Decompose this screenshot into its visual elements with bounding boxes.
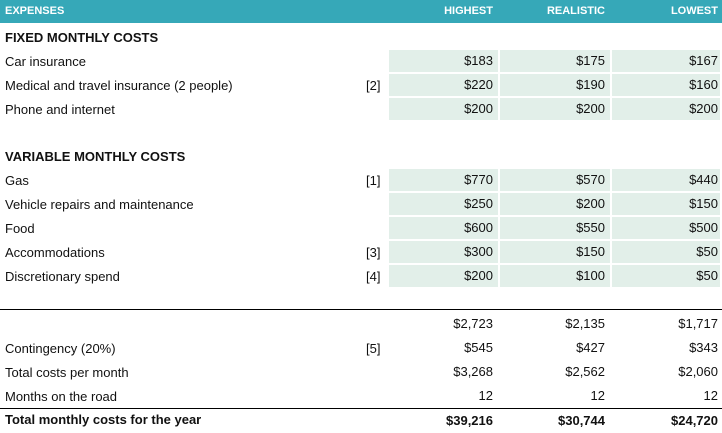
- cell-lowest[interactable]: $440: [612, 169, 720, 191]
- total-year-row: Total monthly costs for the year $39,216…: [0, 409, 722, 433]
- header-row: EXPENSES HIGHEST REALISTIC LOWEST: [0, 0, 722, 23]
- row-ref[interactable]: [1]: [366, 173, 381, 188]
- row-label[interactable]: Accommodations: [5, 245, 105, 260]
- table-row: Gas [1] $770 $570 $440: [0, 169, 722, 191]
- section-divider: [0, 309, 722, 310]
- table-row: Accommodations [3] $300 $150 $50: [0, 241, 722, 263]
- cell-highest[interactable]: $220: [389, 74, 498, 96]
- cell-realistic[interactable]: $175: [500, 50, 610, 72]
- months-lowest[interactable]: 12: [703, 388, 718, 403]
- subtotal-row: $2,723 $2,135 $1,717: [0, 313, 722, 335]
- row-label[interactable]: Gas: [5, 173, 29, 188]
- total-year-realistic[interactable]: $30,744: [558, 413, 605, 428]
- row-label[interactable]: Medical and travel insurance (2 people): [5, 78, 233, 93]
- table-row: Medical and travel insurance (2 people) …: [0, 74, 722, 96]
- cell-lowest[interactable]: $167: [612, 50, 720, 72]
- subtotal-realistic[interactable]: $2,135: [565, 316, 605, 331]
- cell-realistic[interactable]: $150: [500, 241, 610, 263]
- months-highest[interactable]: 12: [478, 388, 493, 403]
- months-row: Months on the road 12 12 12: [0, 385, 722, 407]
- total-year-lowest[interactable]: $24,720: [671, 413, 718, 428]
- cell-realistic[interactable]: $200: [500, 98, 610, 120]
- subtotal-highest[interactable]: $2,723: [453, 316, 493, 331]
- cell-highest[interactable]: $600: [389, 217, 498, 239]
- header-lowest[interactable]: LOWEST: [670, 5, 718, 17]
- total-month-label[interactable]: Total costs per month: [5, 365, 129, 380]
- total-month-row: Total costs per month $3,268 $2,562 $2,0…: [0, 361, 722, 383]
- variable-section-header: VARIABLE MONTHLY COSTS: [0, 146, 722, 168]
- contingency-ref[interactable]: [5]: [366, 341, 381, 356]
- row-label[interactable]: Vehicle repairs and maintenance: [5, 197, 194, 212]
- cell-realistic[interactable]: $100: [500, 265, 610, 287]
- months-label[interactable]: Months on the road: [5, 389, 118, 404]
- variable-section-title[interactable]: VARIABLE MONTHLY COSTS: [5, 149, 186, 164]
- cell-highest[interactable]: $250: [389, 193, 498, 215]
- contingency-realistic[interactable]: $427: [576, 340, 605, 355]
- table-row: Phone and internet $200 $200 $200: [0, 98, 722, 120]
- row-label[interactable]: Food: [5, 221, 35, 236]
- total-month-realistic[interactable]: $2,562: [565, 364, 605, 379]
- row-label[interactable]: Car insurance: [5, 54, 86, 69]
- row-ref[interactable]: [2]: [366, 78, 381, 93]
- fixed-section-header: FIXED MONTHLY COSTS: [0, 27, 722, 49]
- row-ref[interactable]: [3]: [366, 245, 381, 260]
- cell-highest[interactable]: $183: [389, 50, 498, 72]
- total-year-label[interactable]: Total monthly costs for the year: [5, 412, 202, 427]
- fixed-section-title[interactable]: FIXED MONTHLY COSTS: [5, 30, 159, 45]
- total-month-highest[interactable]: $3,268: [453, 364, 493, 379]
- row-label[interactable]: Phone and internet: [5, 102, 115, 117]
- cell-realistic[interactable]: $570: [500, 169, 610, 191]
- subtotal-lowest[interactable]: $1,717: [678, 316, 718, 331]
- table-row: Car insurance $183 $175 $167: [0, 50, 722, 72]
- cell-lowest[interactable]: $150: [612, 193, 720, 215]
- cell-realistic[interactable]: $200: [500, 193, 610, 215]
- contingency-row: Contingency (20%) [5] $545 $427 $343: [0, 337, 722, 359]
- cell-lowest[interactable]: $50: [612, 265, 720, 287]
- total-divider: [0, 408, 722, 409]
- cell-highest[interactable]: $200: [389, 265, 498, 287]
- table-row: Vehicle repairs and maintenance $250 $20…: [0, 193, 722, 215]
- months-realistic[interactable]: 12: [590, 388, 605, 403]
- contingency-label[interactable]: Contingency (20%): [5, 341, 116, 356]
- cell-lowest[interactable]: $50: [612, 241, 720, 263]
- header-highest[interactable]: HIGHEST: [444, 5, 493, 17]
- cell-lowest[interactable]: $500: [612, 217, 720, 239]
- header-expenses[interactable]: EXPENSES: [5, 5, 65, 17]
- cell-realistic[interactable]: $550: [500, 217, 610, 239]
- contingency-highest[interactable]: $545: [464, 340, 493, 355]
- total-year-highest[interactable]: $39,216: [446, 413, 493, 428]
- contingency-lowest[interactable]: $343: [689, 340, 718, 355]
- cell-highest[interactable]: $300: [389, 241, 498, 263]
- total-month-lowest[interactable]: $2,060: [678, 364, 718, 379]
- cell-lowest[interactable]: $200: [612, 98, 720, 120]
- row-ref[interactable]: [4]: [366, 269, 381, 284]
- cell-realistic[interactable]: $190: [500, 74, 610, 96]
- header-realistic[interactable]: REALISTIC: [546, 5, 605, 17]
- row-label[interactable]: Discretionary spend: [5, 269, 120, 284]
- table-row: Food $600 $550 $500: [0, 217, 722, 239]
- cell-highest[interactable]: $770: [389, 169, 498, 191]
- cell-lowest[interactable]: $160: [612, 74, 720, 96]
- cell-highest[interactable]: $200: [389, 98, 498, 120]
- table-row: Discretionary spend [4] $200 $100 $50: [0, 265, 722, 287]
